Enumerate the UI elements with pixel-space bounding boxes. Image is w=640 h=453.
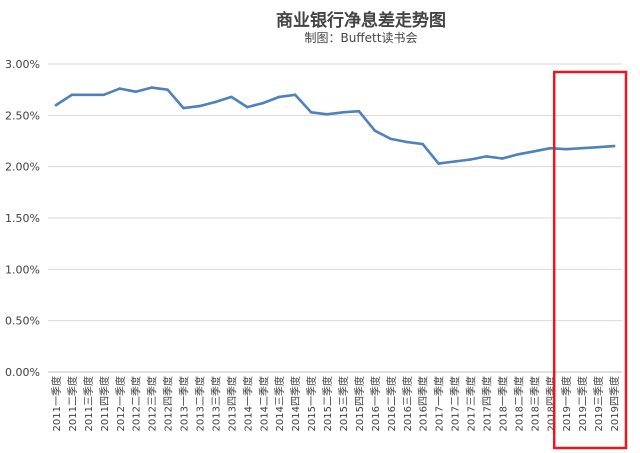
data-point <box>150 86 153 89</box>
data-point <box>501 157 504 160</box>
data-point <box>262 101 265 105</box>
x-tick-label: 2014二季度 <box>257 376 270 431</box>
y-tick-label: 0.50% <box>5 315 40 328</box>
y-tick-label: 0.00% <box>5 366 40 379</box>
x-tick-label: 2014一季度 <box>241 376 254 431</box>
x-tick-label: 2015一季度 <box>305 376 318 431</box>
x-tick-label: 2012三季度 <box>146 376 159 431</box>
data-point <box>612 144 616 148</box>
x-tick-label: 2016四季度 <box>417 376 430 431</box>
data-point <box>389 137 393 141</box>
data-point <box>166 88 169 91</box>
data-point <box>485 155 488 158</box>
data-point <box>453 160 456 163</box>
data-point <box>277 95 281 99</box>
series-line-group <box>54 86 616 165</box>
y-tick-label: 1.00% <box>5 263 40 276</box>
x-axis-tick-labels: 2011一季度 2011二季度 2011三季度 2011四季度 2012一季度 2012二… <box>50 376 621 431</box>
x-tick-label: 2019二季度 <box>576 376 589 431</box>
x-tick-label: 2012一季度 <box>114 376 127 431</box>
x-tick-label: 2017三季度 <box>465 376 478 431</box>
data-point <box>214 100 217 104</box>
x-tick-label: 2013三季度 <box>209 376 222 431</box>
data-point <box>54 103 58 107</box>
data-point <box>437 162 440 165</box>
x-tick-label: 2018一季度 <box>496 376 509 431</box>
x-tick-label: 2012四季度 <box>162 376 175 431</box>
y-axis-tick-labels: 0.00% 0.50% 1.00% 1.50% 2.00% 2.50% 3.00% <box>5 58 40 379</box>
data-point <box>405 140 409 144</box>
x-tick-label: 2013一季度 <box>178 376 191 431</box>
chart-subtitle: 制图：Buffett读书会 <box>304 31 418 45</box>
x-tick-label: 2015四季度 <box>353 376 366 431</box>
chart-title: 商业银行净息差走势图 <box>276 11 446 31</box>
data-point <box>517 153 520 156</box>
data-point <box>580 146 584 150</box>
x-tick-label: 2019一季度 <box>560 376 573 431</box>
data-point <box>596 145 600 149</box>
x-tick-label: 2018二季度 <box>512 376 525 431</box>
x-tick-label: 2015二季度 <box>321 376 334 431</box>
data-point <box>86 93 90 97</box>
data-point <box>564 147 568 151</box>
data-point <box>357 109 361 113</box>
data-point <box>469 158 472 161</box>
y-tick-label: 3.00% <box>5 58 40 71</box>
x-tick-label: 2014三季度 <box>273 376 286 431</box>
data-point <box>325 113 329 116</box>
x-tick-label: 2018三季度 <box>528 376 541 431</box>
x-tick-label: 2013四季度 <box>225 376 238 431</box>
data-point <box>198 104 201 108</box>
x-tick-label: 2011二季度 <box>66 376 79 431</box>
series-line <box>54 86 616 165</box>
x-tick-label: 2016一季度 <box>369 376 382 431</box>
x-tick-label: 2016二季度 <box>385 376 398 431</box>
data-point <box>118 87 122 90</box>
highlight-layer <box>552 70 628 450</box>
data-point <box>533 150 536 153</box>
data-point <box>309 111 313 114</box>
x-tick-label: 2014四季度 <box>289 376 302 431</box>
x-tick-label: 2015三季度 <box>337 376 350 431</box>
data-point <box>230 95 233 99</box>
data-point <box>341 111 345 114</box>
data-point <box>70 93 74 97</box>
data-point <box>246 105 249 109</box>
x-tick-label: 2017一季度 <box>433 376 446 431</box>
x-tick-label: 2017二季度 <box>449 376 462 431</box>
x-tick-label: 2013二季度 <box>193 376 206 431</box>
data-point <box>373 129 377 132</box>
data-point <box>182 106 185 110</box>
x-tick-label: 2016三季度 <box>401 376 414 431</box>
gridlines <box>48 63 622 373</box>
x-tick-label: 2017四季度 <box>480 376 493 431</box>
data-point <box>421 142 425 146</box>
x-tick-label: 2019四季度 <box>608 376 621 431</box>
data-point <box>293 93 297 97</box>
data-point <box>549 146 552 150</box>
x-tick-label: 2011一季度 <box>50 376 63 431</box>
data-point <box>134 90 137 93</box>
x-tick-label: 2012二季度 <box>130 376 143 431</box>
y-tick-label: 2.00% <box>5 161 40 174</box>
x-tick-label: 2011四季度 <box>98 376 111 431</box>
x-tick-label: 2019三季度 <box>592 376 605 431</box>
x-tick-label: 2011三季度 <box>82 376 95 431</box>
y-tick-label: 2.50% <box>5 109 40 122</box>
data-point <box>102 93 106 97</box>
highlight-box <box>552 70 628 450</box>
y-tick-label: 1.50% <box>5 212 40 225</box>
